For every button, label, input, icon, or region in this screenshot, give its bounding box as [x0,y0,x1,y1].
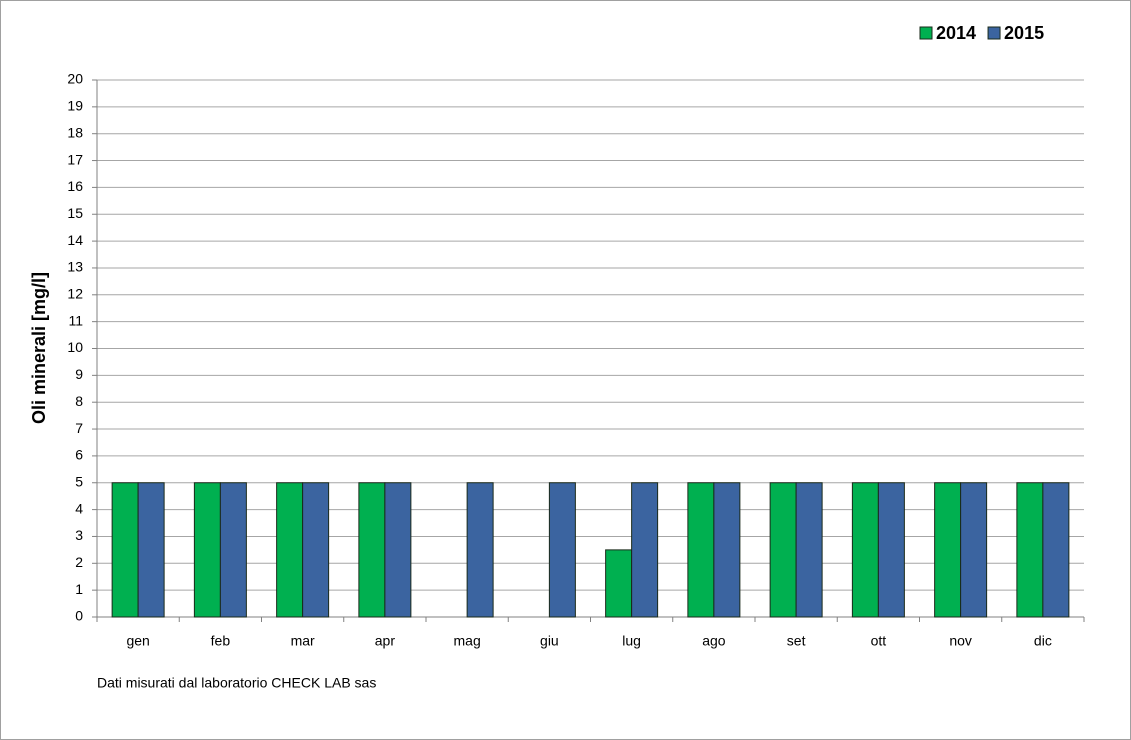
y-tick-label: 3 [75,527,83,543]
y-tick-label: 16 [67,178,83,194]
y-tick-label: 2 [75,554,83,570]
legend-swatch [987,26,1001,40]
y-tick-label: 11 [68,312,83,328]
bar [631,482,659,618]
y-tick-label: 7 [75,420,83,436]
y-tick-label: 15 [67,205,83,221]
y-tick-label: 17 [67,151,83,167]
y-tick-label: 8 [75,393,83,409]
bar [548,482,576,618]
x-tick-label: feb [211,633,231,649]
bar [384,482,412,618]
bar [960,482,988,618]
x-tick-label: dic [1034,633,1052,649]
x-tick-label: ott [871,633,887,649]
x-tick-label: mar [291,633,315,649]
legend-label: 2015 [1004,23,1044,43]
bar [358,482,386,618]
bar [687,482,715,618]
bar [877,482,905,618]
bar [219,482,247,618]
y-tick-label: 19 [67,98,83,114]
bar [713,482,741,618]
legend-label: 2014 [936,23,976,43]
note: Dati misurati dal laboratorio CHECK LAB … [97,675,376,691]
y-tick-label: 0 [75,608,83,624]
bar [1042,482,1070,618]
bar [795,482,823,618]
bar [276,482,304,618]
bar [769,482,797,618]
x-tick-label: nov [949,633,972,649]
x-tick-label: giu [540,633,559,649]
y-tick-label: 20 [67,71,83,87]
bar [111,482,139,618]
y-tick-label: 14 [67,232,83,248]
bar [302,482,330,618]
y-tick-label: 18 [67,124,83,140]
x-tick-label: ago [702,633,726,649]
x-tick-label: gen [126,633,149,649]
y-tick-label: 10 [67,339,83,355]
y-tick-label: 9 [75,366,83,382]
bar [851,482,879,618]
bar [1016,482,1044,618]
y-tick-label: 1 [75,581,83,597]
bar [193,482,221,618]
legend-swatch [919,26,933,40]
y-tick-label: 6 [75,447,83,463]
y-tick-label: 5 [75,473,83,489]
bar [605,549,633,618]
y-tick-label: 12 [67,286,83,302]
x-tick-label: mag [454,633,481,649]
x-tick-label: lug [622,633,641,649]
bar [466,482,494,618]
y-tick-label: 4 [75,500,83,516]
y-axis-label: Oli minerali [mg/l] [29,272,49,424]
x-tick-label: apr [375,633,396,649]
bar [934,482,962,618]
x-tick-label: set [787,633,806,649]
bar [137,482,165,618]
y-tick-label: 13 [67,259,83,275]
